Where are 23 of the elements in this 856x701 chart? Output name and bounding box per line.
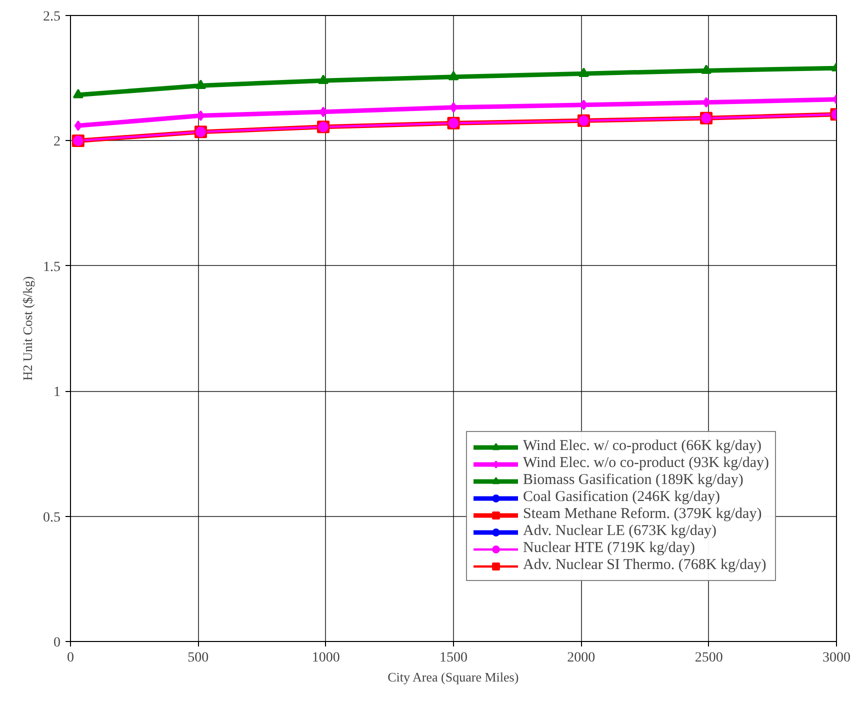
y-tick-label: 0.5	[43, 510, 60, 526]
y-tick-label: 1.5	[43, 260, 60, 275]
legend-label: Biomass Gasification (189K kg/day)	[523, 472, 744, 489]
y-axis-title: H2 Unit Cost ($/kg)	[20, 276, 35, 381]
legend-label: Wind Elec. w/o co-product (93K kg/day)	[523, 455, 769, 472]
y-tick-label: 2.5	[43, 10, 60, 24]
x-axis-title: City Area (Square Miles)	[388, 670, 519, 684]
legend-label: Nuclear HTE (719K kg/day)	[523, 540, 696, 557]
x-tick-label: 1500	[440, 650, 468, 666]
y-tick-label: 2	[54, 134, 60, 150]
x-tick-label: 3000	[822, 650, 850, 666]
x-tick-label: 2000	[567, 650, 596, 666]
y-tick-label: 0	[54, 636, 60, 650]
legend-label: Adv. Nuclear LE (673K kg/day)	[523, 523, 717, 540]
x-tick-label: 2500	[694, 650, 723, 666]
y-tick-label: 1	[54, 385, 60, 400]
legend-label: Wind Elec. w/ co-product (66K kg/day)	[523, 438, 762, 455]
legend-label: Coal Gasification (246K kg/day)	[523, 489, 720, 506]
legend-label: Steam Methane Reform. (379K kg/day)	[523, 506, 762, 523]
x-tick-label: 500	[188, 650, 209, 666]
legend-label: Adv. Nuclear SI Thermo. (768K kg/day)	[523, 557, 766, 574]
x-tick-label: 1000	[312, 650, 340, 666]
x-tick-label: 0	[67, 650, 74, 666]
